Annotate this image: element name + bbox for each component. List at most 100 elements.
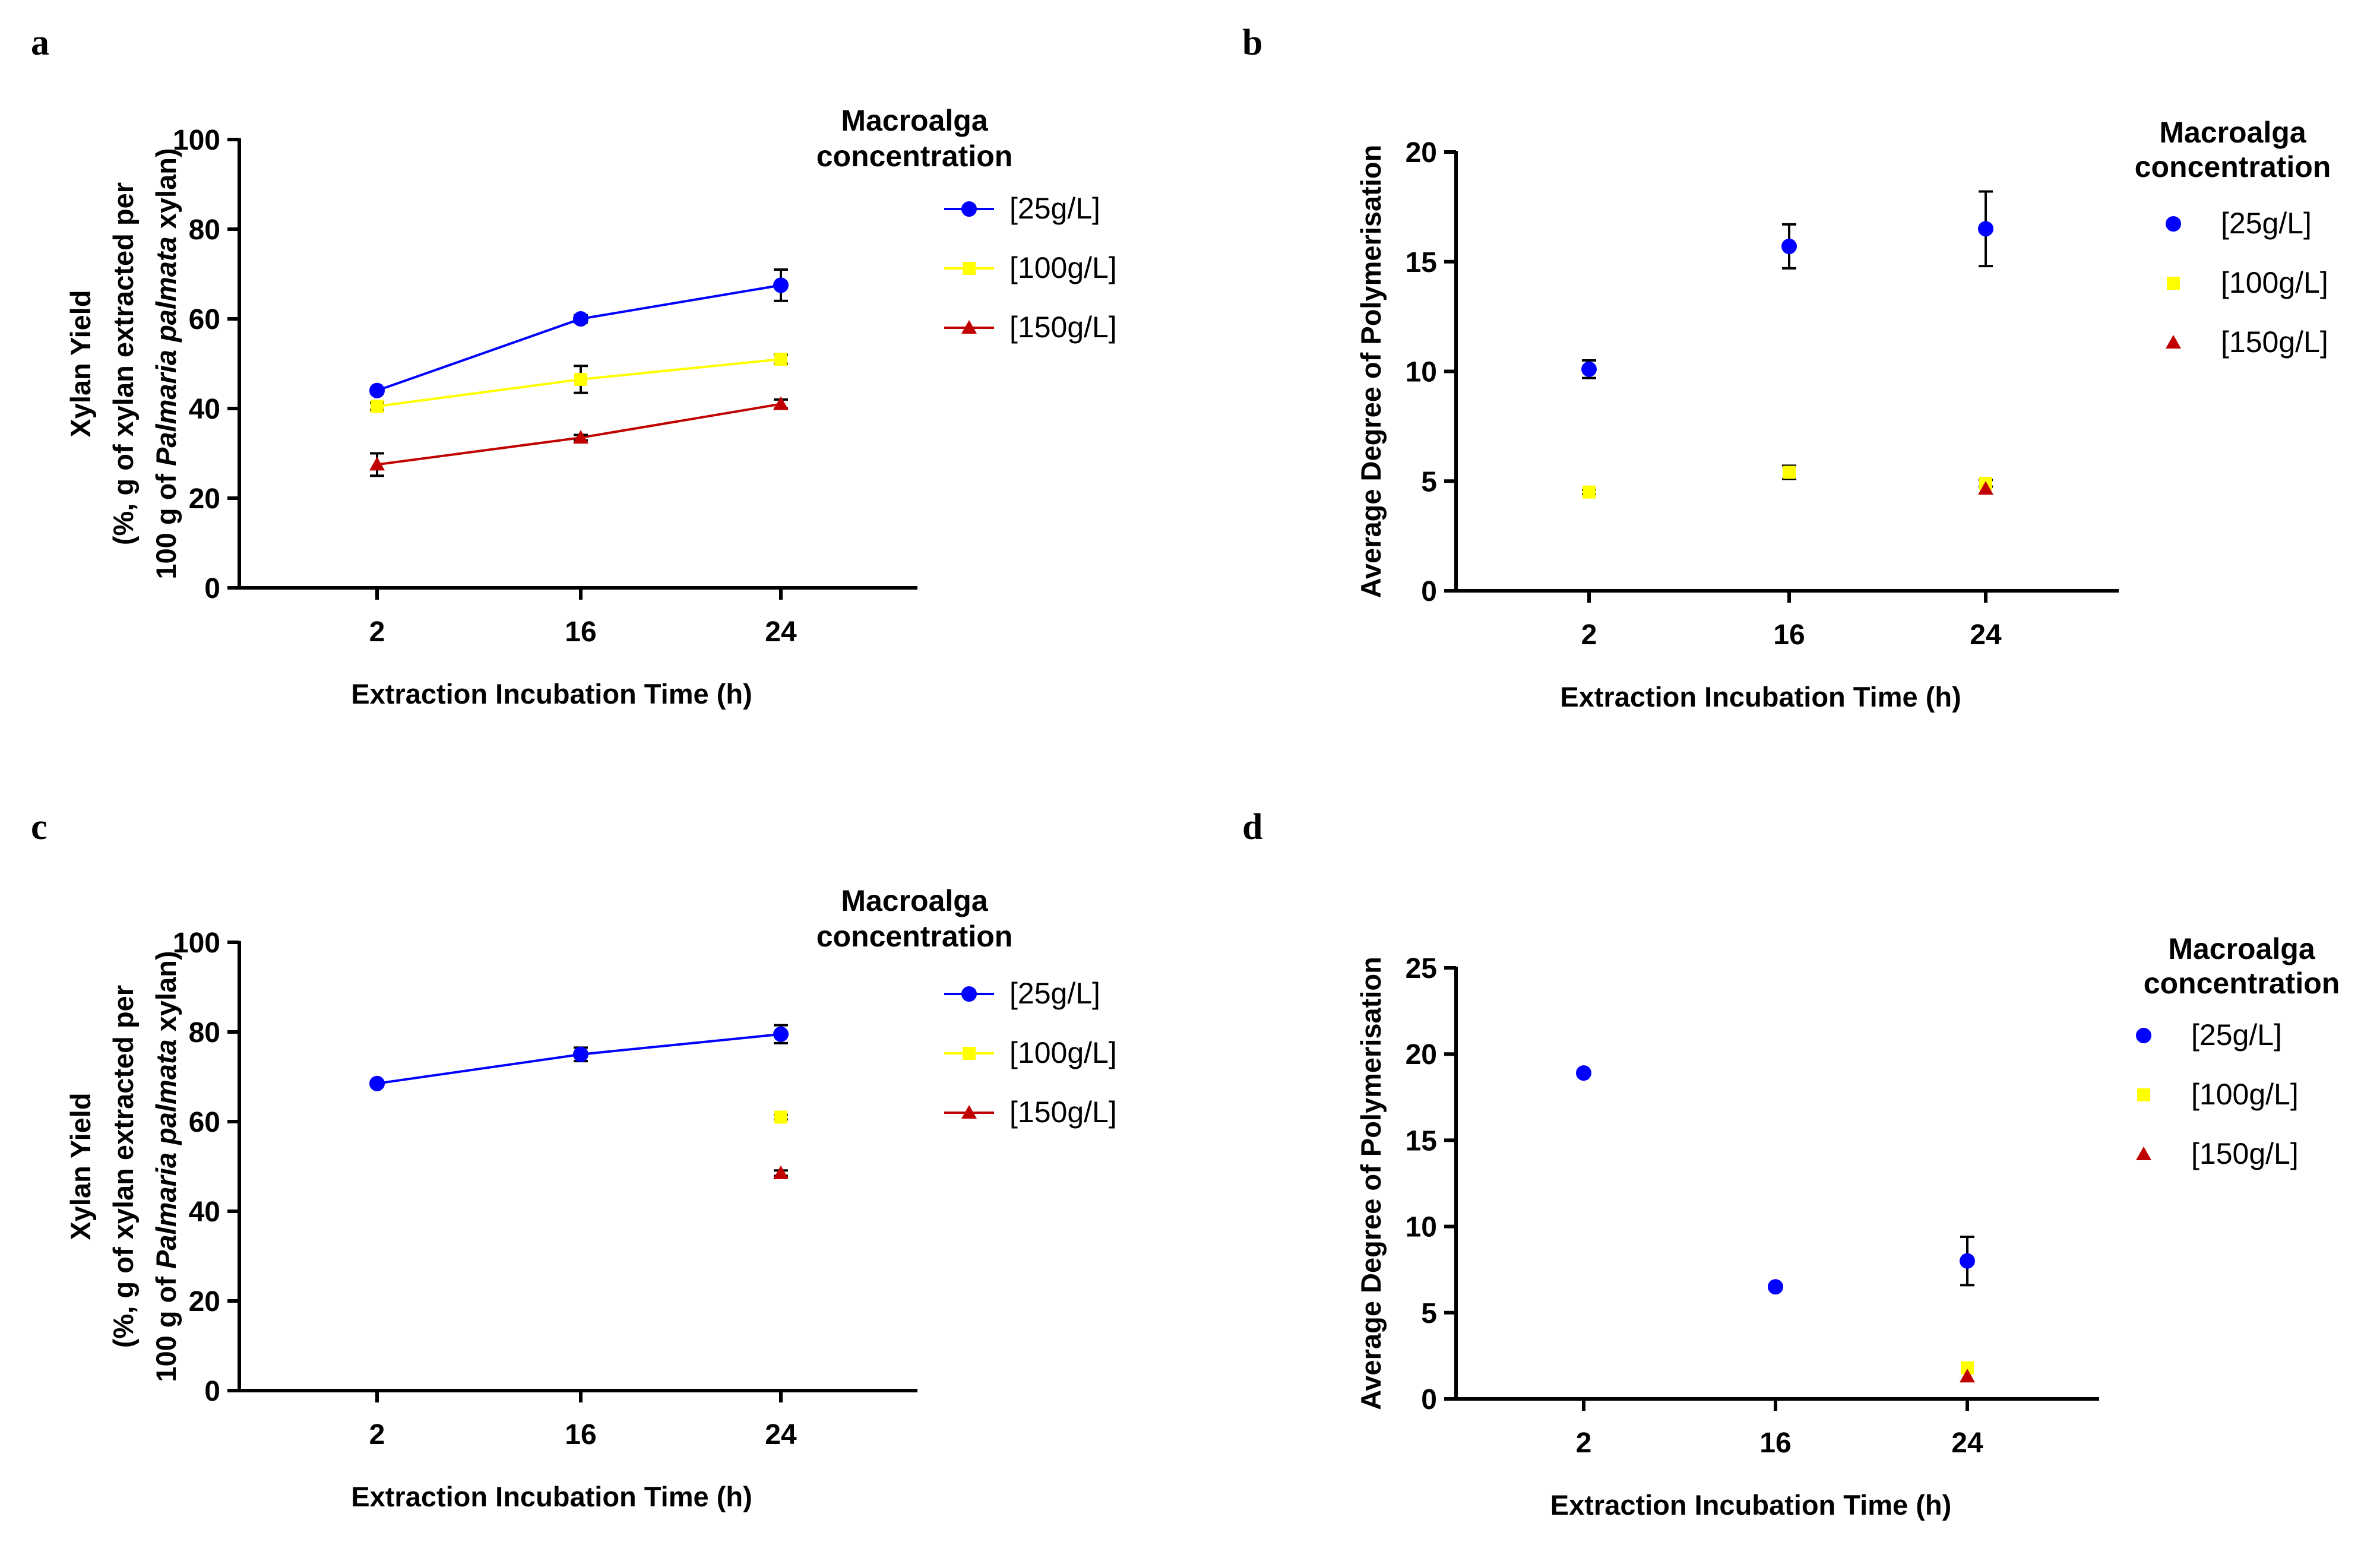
panel-label-c: c: [31, 807, 48, 847]
data-point: [573, 1046, 588, 1062]
y-tick-label: 100: [173, 927, 220, 959]
legend-title: Macroalga: [841, 104, 989, 137]
x-axis-label: Extraction Incubation Time (h): [1550, 1489, 1951, 1521]
legend-marker: [2137, 1088, 2150, 1101]
data-point: [773, 1165, 789, 1179]
y-axis-label: Xylan Yield: [65, 290, 96, 437]
chart-panel-c: 0 20 40 60 80 100 2 16 24 Extraction Incubation T…: [65, 884, 1117, 1512]
legend-label: [25g/L]: [1009, 977, 1100, 1010]
series-100gl: [370, 352, 788, 413]
legend-title: concentration: [2135, 150, 2331, 183]
data-point: [774, 352, 787, 366]
series-150gl: [773, 1165, 789, 1179]
y-axis-label: 100 g of Palmaria palmata xylan): [150, 148, 182, 579]
y-axis-label-part: xylan): [150, 148, 182, 236]
x-axis-label: Extraction Incubation Time (h): [1560, 681, 1961, 713]
legend-marker: [963, 262, 976, 275]
data-point: [1583, 485, 1596, 499]
y-axis-label: Xylan Yield: [65, 1093, 96, 1240]
panel-label-d: d: [1242, 807, 1262, 847]
x-tick-label: 16: [565, 1419, 596, 1451]
y-axis-label-part: 100 g of: [150, 466, 182, 580]
series-25gl: [1581, 190, 1993, 379]
series-150gl: [1978, 481, 1993, 495]
series-25gl: [1576, 1065, 1975, 1295]
x-tick-label: 24: [1951, 1427, 1983, 1459]
x-tick-label: 24: [1970, 619, 2002, 651]
legend-marker: [2136, 1028, 2151, 1043]
y-tick-label: 15: [1406, 247, 1437, 278]
legend-label: [25g/L]: [2221, 207, 2312, 240]
panel-label-b: b: [1242, 23, 1262, 63]
x-tick-label: 2: [369, 616, 385, 648]
data-point: [573, 430, 588, 444]
panel-label-a: a: [31, 23, 49, 63]
data-point: [1768, 1279, 1783, 1295]
legend-label: [100g/L]: [2191, 1078, 2299, 1111]
x-tick-label: 16: [565, 616, 596, 648]
legend-label: [100g/L]: [1009, 1036, 1117, 1069]
y-tick-label: 15: [1406, 1125, 1437, 1157]
data-point: [1961, 1361, 1974, 1375]
y-axis-label: Average Degree of Polymerisation: [1355, 145, 1387, 599]
y-axis-label: 100 g of Palmaria palmata xylan): [150, 951, 182, 1382]
legend-marker: [963, 1047, 976, 1060]
y-axis-label: (%, g of xylan extracted per: [107, 182, 139, 545]
data-point: [574, 372, 587, 386]
y-tick-label: 0: [204, 573, 220, 604]
series-150gl: [1960, 1369, 1975, 1383]
y-tick-label: 40: [189, 1196, 220, 1228]
legend-title: concentration: [816, 140, 1013, 173]
x-tick-label: 16: [1759, 1427, 1791, 1459]
data-point: [773, 396, 789, 410]
y-tick-label: 80: [189, 214, 220, 246]
y-tick-label: 80: [189, 1017, 220, 1049]
y-tick-label: 0: [1421, 576, 1437, 607]
x-tick-label: 16: [1773, 619, 1805, 651]
data-point: [1960, 1253, 1975, 1269]
legend-label: [25g/L]: [2191, 1018, 2282, 1052]
legend-label: [25g/L]: [1009, 192, 1100, 225]
y-tick-label: 10: [1406, 1212, 1437, 1243]
y-axis-label-part: 100 g of: [150, 1269, 182, 1382]
data-point: [1576, 1065, 1591, 1081]
data-point: [774, 1110, 787, 1124]
series-25gl: [369, 1024, 789, 1091]
data-point: [369, 1075, 385, 1091]
chart-panel-a: 0 20 40 60 80 100 2 16 24 Extraction Incubation T…: [65, 104, 1117, 710]
data-point: [1978, 481, 1993, 495]
legend-label: [150g/L]: [1009, 311, 1117, 344]
chart-panel-b: 0 5 10 15 20 2 16 24 Extraction Incubation Time …: [1355, 116, 2331, 713]
series-25gl: [369, 268, 789, 398]
legend-title: Macroalga: [841, 884, 989, 917]
legend-label: [150g/L]: [1009, 1095, 1117, 1129]
y-tick-label: 5: [1421, 466, 1437, 498]
y-tick-label: 0: [1421, 1384, 1437, 1416]
y-tick-label: 0: [204, 1376, 220, 1407]
legend-marker: [961, 1105, 977, 1119]
legend-label: [100g/L]: [2221, 266, 2328, 299]
legend-label: [150g/L]: [2221, 325, 2328, 359]
legend-marker: [2136, 1147, 2151, 1160]
legend-marker: [961, 201, 977, 217]
y-tick-label: 20: [1406, 137, 1437, 169]
x-axis-label: Extraction Incubation Time (h): [351, 678, 752, 710]
y-axis-label: (%, g of xylan extracted per: [107, 985, 139, 1348]
series-100gl: [774, 1110, 788, 1124]
y-tick-label: 60: [189, 304, 220, 335]
series-100gl: [1582, 464, 1993, 499]
x-tick-label: 2: [1576, 1427, 1592, 1459]
y-axis-label: Average Degree of Polymerisation: [1355, 957, 1387, 1410]
y-tick-label: 60: [189, 1107, 220, 1138]
x-tick-label: 2: [1581, 619, 1597, 651]
data-point: [1978, 221, 1993, 237]
legend-label: [100g/L]: [1009, 251, 1117, 284]
data-point: [1781, 238, 1797, 254]
y-axis-label-species: Palmaria palmata: [150, 236, 182, 466]
y-tick-label: 10: [1406, 357, 1437, 388]
series-150gl: [369, 396, 789, 477]
y-tick-label: 100: [173, 125, 220, 156]
